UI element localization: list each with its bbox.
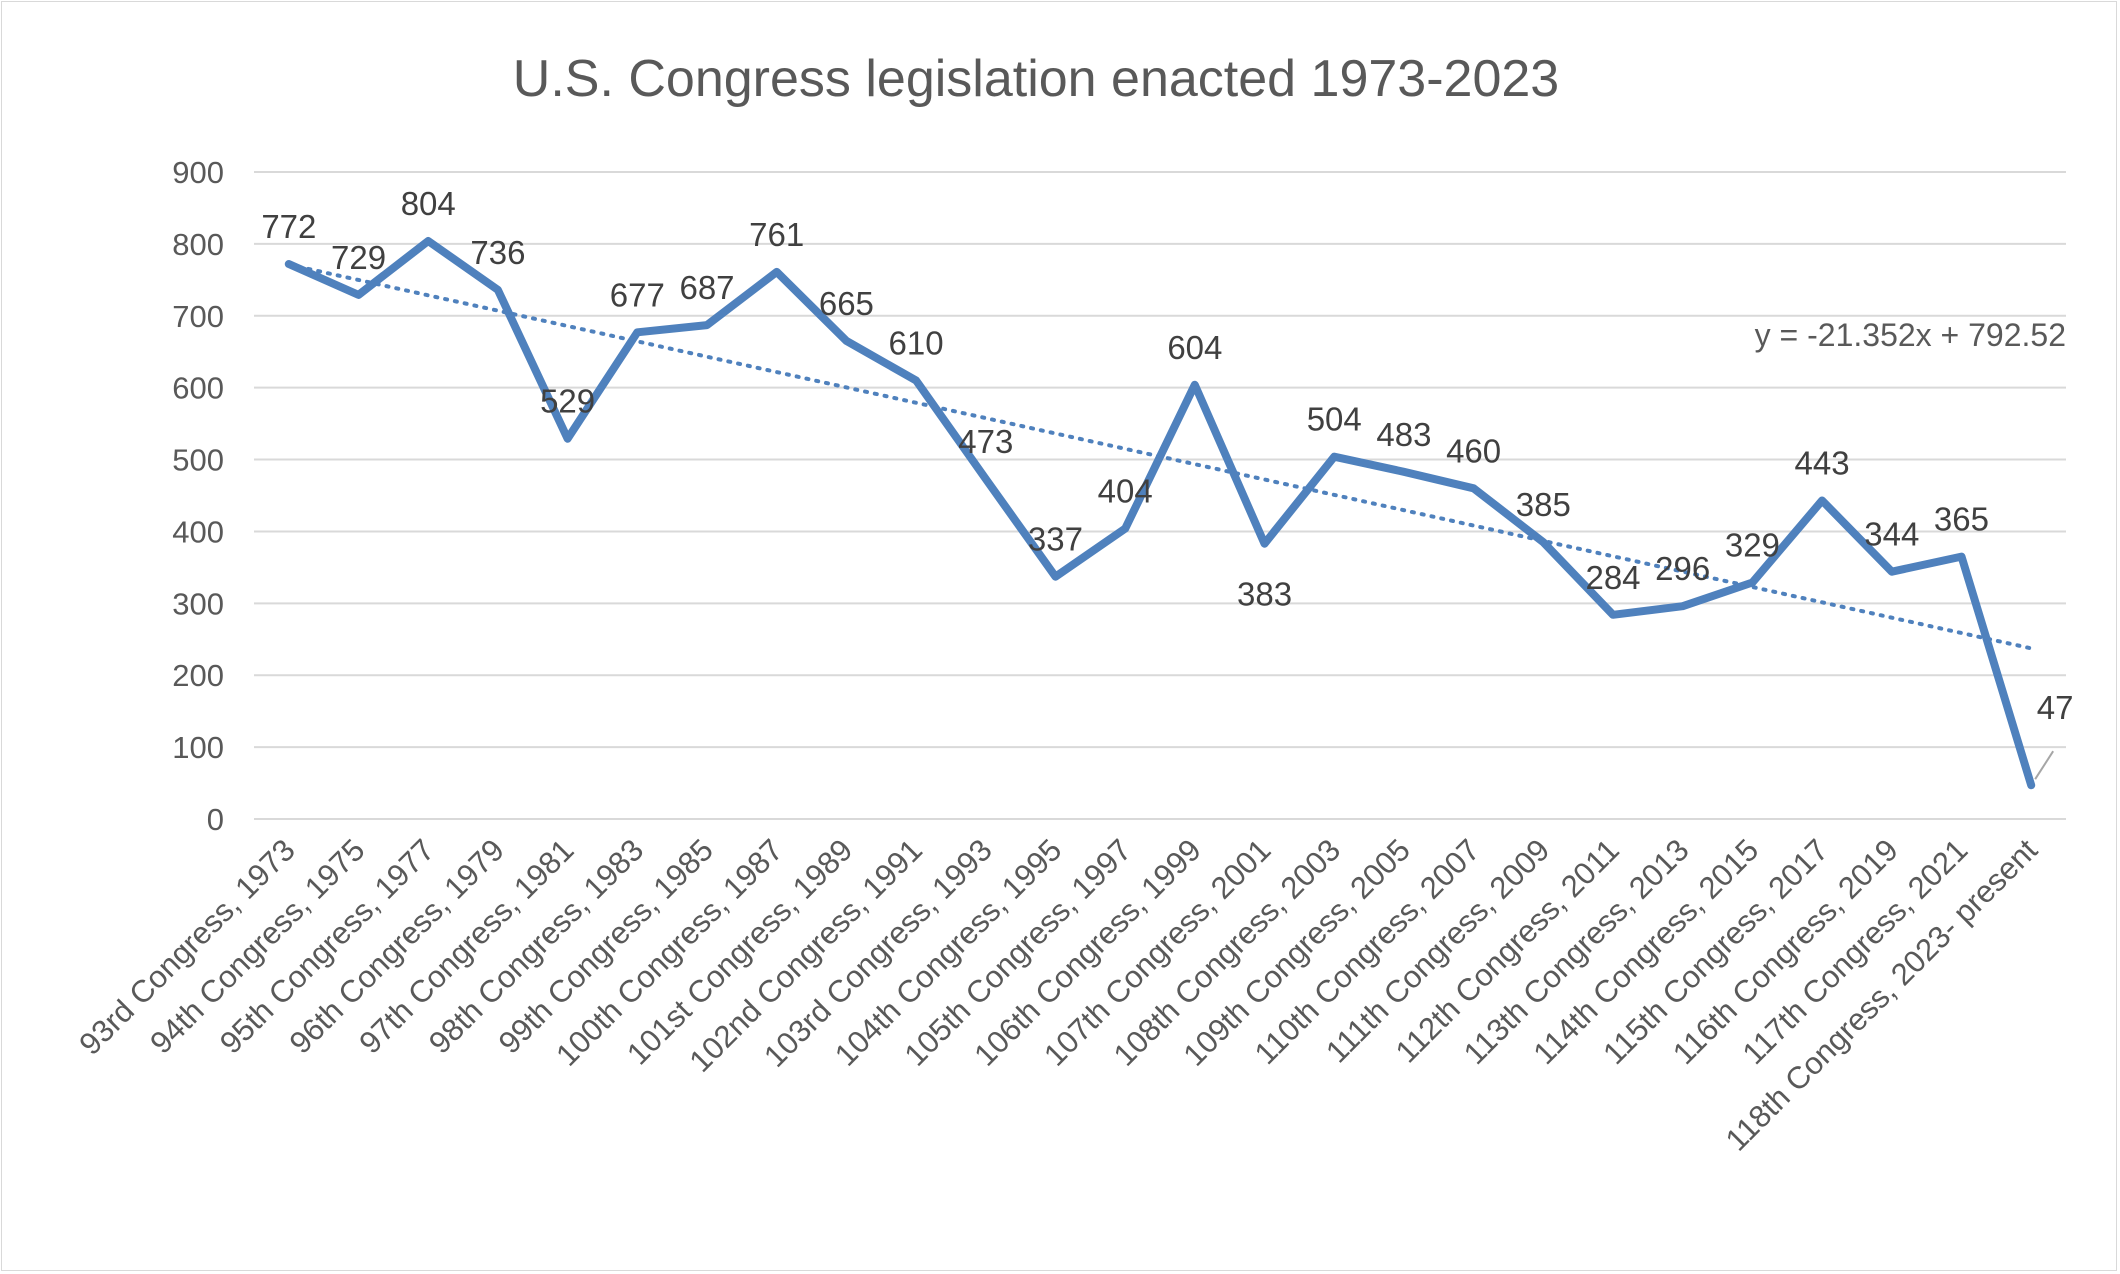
data-point [1888,568,1896,576]
y-tick-label: 800 [172,227,224,262]
data-point [1051,573,1059,581]
data-label: 473 [958,423,1013,460]
data-point [1191,381,1199,389]
gridlines [254,171,2066,820]
data-point [1748,578,1756,586]
data-point [1261,540,1269,548]
data-label: 504 [1307,401,1362,438]
data-point [1470,484,1478,492]
data-label: 804 [401,185,456,222]
data-labels: 772 729 804 736 529 677 687 761 665 610 473 337 404 6… [261,185,2074,780]
data-label: 610 [889,324,944,361]
chart-title: U.S. Congress legislation enacted 1973-2… [513,50,1559,108]
data-point [1121,525,1129,533]
data-point [633,328,641,336]
data-point [1539,538,1547,546]
data-point [424,237,432,245]
data-label: 329 [1725,526,1780,563]
data-point [842,337,850,345]
data-label: 687 [679,269,734,306]
y-tick-label: 300 [172,586,224,621]
y-tick-label: 200 [172,658,224,693]
trendline-equation: y = -21.352x + 792.52 [1755,317,2066,353]
data-point [773,268,781,276]
y-tick-label: 600 [172,371,224,406]
data-label: 47 [2037,689,2074,726]
data-point [1679,602,1687,610]
data-label: 729 [331,239,386,276]
data-label: 772 [261,208,316,245]
data-point [1400,468,1408,476]
data-point [285,260,293,268]
data-label: 761 [749,216,804,253]
data-label: 404 [1098,473,1153,510]
y-tick-label: 0 [207,802,224,837]
data-point [982,475,990,483]
y-tick-label: 900 [172,155,224,190]
data-label: 385 [1516,486,1571,523]
data-point [1609,611,1617,619]
y-tick-label: 500 [172,443,224,478]
data-point [355,291,363,299]
y-axis-ticks: 0 100 200 300 400 500 600 700 800 900 [172,155,224,837]
data-label: 736 [470,234,525,271]
data-point [1330,453,1338,461]
series-line [284,237,2036,790]
data-label: 483 [1376,416,1431,453]
y-tick-label: 400 [172,514,224,549]
data-label: 296 [1655,550,1710,587]
data-label-leader-line [2034,750,2054,780]
data-label: 365 [1934,501,1989,538]
y-tick-label: 100 [172,730,224,765]
y-tick-label: 700 [172,299,224,334]
data-point [2027,781,2035,789]
data-point [564,435,572,443]
data-label: 383 [1237,576,1292,613]
data-point [912,376,920,384]
data-label: 665 [819,285,874,322]
data-label: 443 [1795,445,1850,482]
data-point [494,286,502,294]
data-label: 284 [1585,559,1640,596]
data-label: 344 [1864,516,1919,553]
data-label: 529 [540,383,595,420]
data-label: 677 [610,276,665,313]
series-line-group [284,237,2036,790]
data-label: 337 [1028,521,1083,558]
data-point [1957,553,1965,561]
data-label: 460 [1446,432,1501,469]
data-point [1818,497,1826,505]
data-point [703,321,711,329]
data-label: 604 [1167,329,1222,366]
